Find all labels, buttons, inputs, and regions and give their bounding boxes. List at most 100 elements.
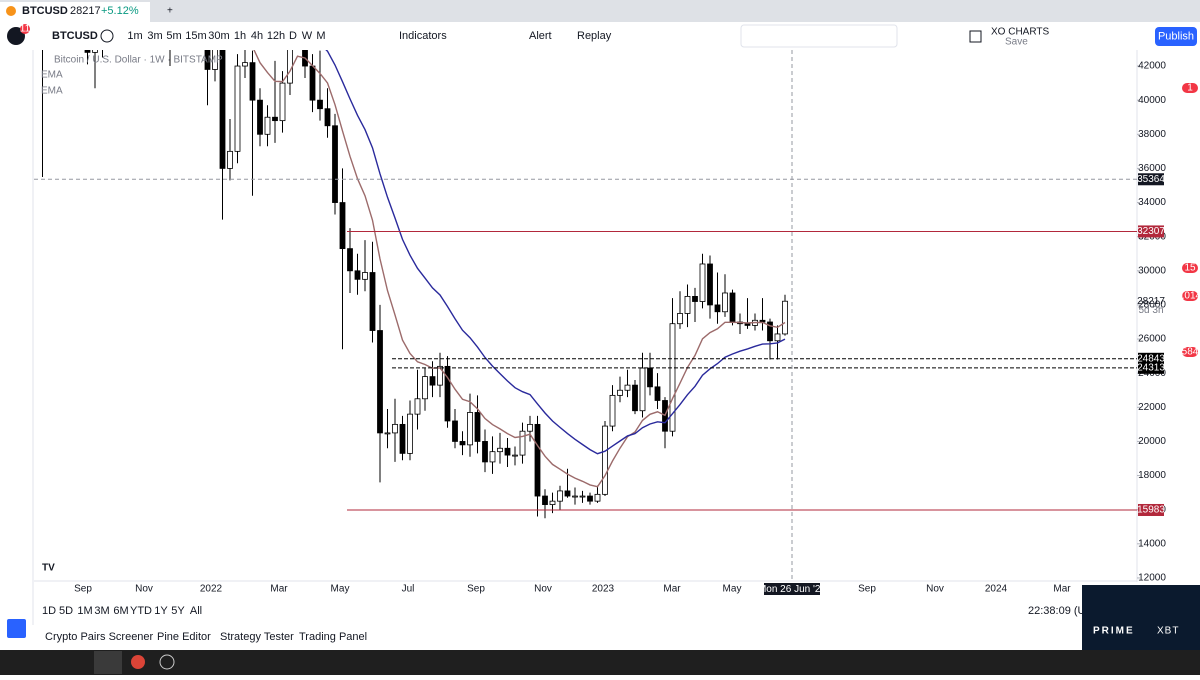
candle-body bbox=[279, 82, 286, 122]
candle-body bbox=[579, 495, 586, 498]
candle-body bbox=[504, 447, 511, 456]
range-button[interactable]: 1D bbox=[42, 605, 56, 617]
candle-body bbox=[654, 386, 661, 401]
y-tick-label: 14000 bbox=[1138, 538, 1166, 549]
range-button[interactable]: 5D bbox=[59, 605, 73, 617]
candle-body bbox=[602, 425, 608, 495]
new-tab[interactable]: + bbox=[167, 6, 173, 17]
price-tag bbox=[1138, 361, 1164, 374]
badge-bg bbox=[1182, 263, 1198, 273]
panel-tab[interactable]: Trading Panel bbox=[299, 631, 367, 643]
candle-body bbox=[264, 116, 271, 135]
avatar-badge-bg bbox=[20, 24, 30, 34]
badge: 584 bbox=[1182, 347, 1199, 358]
left-toolbar bbox=[0, 50, 33, 650]
candle-body bbox=[332, 125, 338, 203]
x-tick-label: Nov bbox=[534, 584, 552, 595]
candle-body bbox=[392, 423, 398, 434]
x-tick-label: Mar bbox=[270, 584, 288, 595]
tab-price: 28217 bbox=[70, 5, 101, 17]
panel-tab[interactable]: Pine Editor bbox=[157, 631, 211, 643]
range-button[interactable]: 3M bbox=[94, 605, 109, 617]
y-tick-label: 18000 bbox=[1138, 470, 1166, 481]
browser-tab[interactable] bbox=[0, 2, 150, 22]
app-icon[interactable] bbox=[159, 654, 175, 670]
chrome-icon[interactable] bbox=[131, 655, 145, 669]
interval[interactable]: W bbox=[302, 30, 313, 42]
replay-button[interactable]: Replay bbox=[577, 30, 612, 42]
panel-toggle[interactable] bbox=[7, 619, 26, 638]
candle-body bbox=[257, 99, 263, 135]
price-tag bbox=[1138, 352, 1164, 365]
interval[interactable]: D bbox=[289, 30, 297, 42]
publish-label: Publish bbox=[1158, 30, 1194, 42]
panel-tab[interactable]: Crypto Pairs Screener bbox=[45, 631, 154, 643]
range-button[interactable]: YTD bbox=[130, 605, 152, 617]
legend-ema: EMA bbox=[41, 70, 63, 81]
symbol-search[interactable]: BTCUSD bbox=[52, 30, 98, 42]
candle-body bbox=[782, 300, 788, 335]
candle-body bbox=[669, 323, 676, 432]
candle-body bbox=[564, 490, 571, 497]
interval[interactable]: 1m bbox=[127, 30, 142, 42]
interval[interactable]: 3m bbox=[147, 30, 162, 42]
candle-body bbox=[722, 292, 728, 313]
x-tick-label: 2023 bbox=[592, 584, 615, 595]
interval[interactable]: 12h bbox=[267, 30, 285, 42]
candle-body bbox=[467, 412, 473, 446]
candle-body bbox=[482, 441, 488, 463]
taskbar-active-app[interactable] bbox=[94, 651, 122, 674]
range-button[interactable]: 1M bbox=[77, 605, 92, 617]
candle-body bbox=[617, 389, 623, 396]
x-tick-label: Mar bbox=[663, 584, 681, 595]
tv-logo: TV bbox=[42, 563, 55, 574]
drawing-toolbar bbox=[740, 24, 898, 48]
candle-body bbox=[242, 62, 248, 67]
candle-body bbox=[714, 304, 721, 313]
ema-line bbox=[253, 50, 786, 488]
candle-body bbox=[354, 270, 361, 280]
publish-button[interactable] bbox=[1155, 27, 1197, 46]
candle-body bbox=[497, 447, 503, 453]
price-tag-label: 24843 bbox=[1137, 353, 1165, 364]
candle-body bbox=[369, 272, 376, 331]
checkbox[interactable] bbox=[969, 30, 982, 43]
candle-body bbox=[512, 454, 518, 457]
x-tick-label: 2022 bbox=[200, 584, 223, 595]
range-button[interactable]: All bbox=[190, 605, 202, 617]
price-tag-label: 24313 bbox=[1137, 362, 1165, 373]
x-tick-label: May bbox=[723, 584, 742, 595]
price-tag-label: 15983 bbox=[1137, 505, 1165, 516]
interval[interactable]: M bbox=[316, 30, 325, 42]
interval[interactable]: 15m bbox=[185, 30, 206, 42]
candle-body bbox=[527, 423, 533, 432]
candle-body bbox=[399, 423, 406, 454]
interval[interactable]: 30m bbox=[208, 30, 229, 42]
avatar[interactable] bbox=[7, 27, 25, 45]
range-button[interactable]: 6M bbox=[113, 605, 128, 617]
range-button[interactable]: 5Y bbox=[171, 605, 185, 617]
legend-ema: EMA bbox=[41, 86, 63, 97]
top-toolbar bbox=[0, 22, 1200, 50]
panel-tab[interactable]: Strategy Tester bbox=[220, 631, 294, 643]
x-tick-label: Jul bbox=[402, 584, 415, 595]
tab-change: +5.12% bbox=[101, 5, 139, 17]
candle-body bbox=[422, 376, 428, 400]
compare-icon[interactable] bbox=[100, 29, 114, 43]
interval[interactable]: 5m bbox=[166, 30, 181, 42]
badge: 1014 bbox=[1179, 291, 1200, 302]
alert-button[interactable]: Alert bbox=[529, 30, 552, 42]
x-tick-label: Mar bbox=[1053, 584, 1071, 595]
candle-body bbox=[557, 490, 563, 502]
badge-bg bbox=[1182, 83, 1198, 93]
range-button[interactable]: 1Y bbox=[154, 605, 168, 617]
candle-body bbox=[249, 62, 256, 101]
interval[interactable]: 4h bbox=[251, 30, 263, 42]
interval[interactable]: 1h bbox=[234, 30, 246, 42]
y-tick-label: 38000 bbox=[1138, 129, 1166, 140]
y-tick-label: 28000 bbox=[1138, 300, 1166, 311]
candle-body bbox=[272, 116, 278, 122]
indicators-button[interactable]: Indicators bbox=[399, 30, 447, 42]
layout-name[interactable]: XO CHARTS bbox=[991, 27, 1049, 38]
